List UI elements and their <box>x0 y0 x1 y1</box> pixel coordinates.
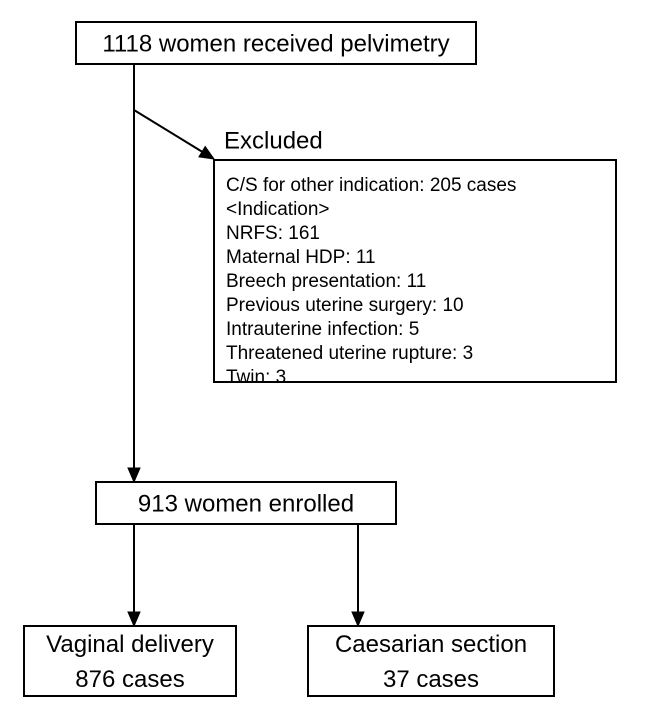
vaginal-box: Vaginal delivery 876 cases <box>24 626 236 696</box>
excluded-box-line: Intrauterine infection: 5 <box>226 319 419 340</box>
excluded-box-line: Twin: 3 <box>226 367 286 388</box>
vaginal-box-label: Vaginal delivery <box>46 631 214 658</box>
excluded-box-line: Breech presentation: 11 <box>226 271 426 292</box>
excluded-box-line: Previous uterine surgery: 10 <box>226 295 464 316</box>
edge-enrolled-to-vaginal <box>128 524 140 626</box>
caesarean-box: Caesarian section 37 cases <box>308 626 554 696</box>
edge-start-to-excluded <box>134 110 214 159</box>
excluded-box-line: C/S for other indication: 205 cases <box>226 175 516 196</box>
excluded-box-line: NRFS: 161 <box>226 223 320 244</box>
edge-enrolled-to-caesarean <box>352 524 364 626</box>
edge-start-to-enrolled <box>128 64 140 482</box>
caesarean-box-label: 37 cases <box>383 666 479 693</box>
caesarean-box-label: Caesarian section <box>335 631 527 658</box>
excluded-box: C/S for other indication: 205 cases <Indi… <box>214 160 616 388</box>
enrolled-box: 913 women enrolled <box>96 482 396 524</box>
vaginal-box-label: 876 cases <box>75 666 184 693</box>
excluded-title: Excluded <box>224 127 323 154</box>
start-box-label: 1118 women received pelvimetry <box>102 30 449 57</box>
excluded-box-line: <Indication> <box>226 199 330 220</box>
start-box: 1118 women received pelvimetry <box>76 22 476 64</box>
excluded-box-line: Maternal HDP: 11 <box>226 247 376 268</box>
excluded-box-line: Threatened uterine rupture: 3 <box>226 343 473 364</box>
enrolled-box-label: 913 women enrolled <box>138 490 354 517</box>
